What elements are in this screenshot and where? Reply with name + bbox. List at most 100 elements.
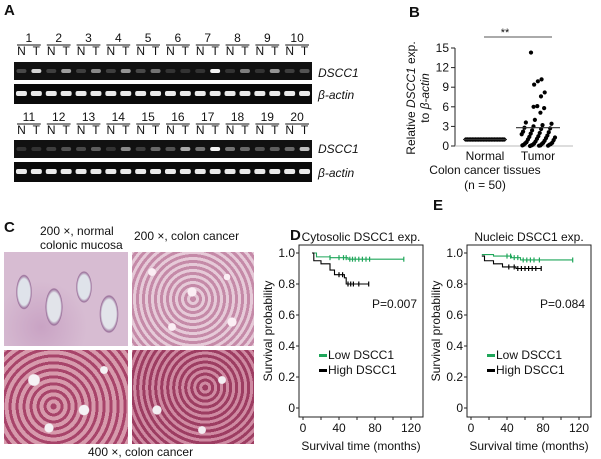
b-y-tick-label: 3 bbox=[442, 119, 449, 133]
actin-band bbox=[224, 91, 236, 96]
dscc1-band bbox=[31, 147, 42, 151]
legend-label: High DSCC1 bbox=[496, 363, 565, 377]
actin-band bbox=[254, 91, 266, 96]
b-data-point bbox=[546, 130, 551, 135]
dscc1-band bbox=[180, 147, 191, 151]
lane-label-t: T bbox=[122, 44, 130, 58]
sample-number: 6 bbox=[175, 31, 182, 45]
b-data-point bbox=[528, 50, 534, 55]
sample-number: 20 bbox=[290, 110, 304, 124]
x-axis-title: Survival time (months) bbox=[301, 439, 420, 453]
dscc1-band bbox=[165, 69, 176, 73]
lane-label-n: N bbox=[256, 123, 265, 137]
sample-number: 12 bbox=[52, 110, 66, 124]
dscc1-band bbox=[195, 69, 206, 73]
actin-band bbox=[164, 169, 176, 174]
lane-label-n: N bbox=[77, 123, 86, 137]
lane-label-t: T bbox=[62, 44, 70, 58]
b-ylabel-line2: to β-actin bbox=[418, 73, 432, 123]
actin-band bbox=[179, 91, 191, 96]
dscc1-band bbox=[120, 69, 131, 73]
actin-band bbox=[90, 169, 102, 174]
km-curve-low bbox=[481, 254, 573, 261]
lane-label-n: N bbox=[285, 123, 294, 137]
actin-band bbox=[284, 169, 296, 174]
actin-band bbox=[135, 91, 147, 96]
actin-band bbox=[194, 169, 206, 174]
lane-label-t: T bbox=[33, 123, 41, 137]
y-tick-label: 1.0 bbox=[446, 246, 463, 260]
panel-label-d: D bbox=[290, 227, 301, 244]
lane-label-t: T bbox=[271, 123, 279, 137]
actin-band bbox=[30, 91, 42, 96]
dscc1-band bbox=[135, 69, 146, 73]
b-data-point bbox=[542, 106, 547, 111]
y-tick-label: 0.6 bbox=[446, 308, 463, 322]
histology-colon-cancer-400x-left bbox=[4, 350, 128, 444]
lane-label-n: N bbox=[196, 123, 205, 137]
b-data-point bbox=[542, 90, 547, 95]
x-tick-label: 80 bbox=[536, 421, 550, 435]
lane-label-t: T bbox=[62, 123, 70, 137]
lane-label-t: T bbox=[122, 123, 130, 137]
panel-b-chart: 0 3 6 9 12 15 Normal Tumor bbox=[436, 36, 573, 163]
sample-number: 8 bbox=[234, 31, 241, 45]
gel-beta-actin bbox=[14, 84, 312, 104]
y-axis-title: Survival probability bbox=[261, 281, 275, 382]
lane-label-n: N bbox=[256, 44, 265, 58]
b-y-tick-label: 12 bbox=[436, 61, 450, 75]
actin-band bbox=[299, 91, 311, 96]
lane-label-n: N bbox=[196, 44, 205, 58]
plot-title: Nucleic DSCC1 exp. bbox=[474, 230, 583, 244]
b-data-point bbox=[549, 121, 554, 126]
lane-label-n: N bbox=[136, 44, 145, 58]
dscc1-band bbox=[269, 69, 280, 73]
b-data-point bbox=[537, 130, 542, 136]
gene-label-row1: DSCC1 bbox=[318, 66, 359, 80]
gel-beta-actin bbox=[14, 162, 312, 182]
lane-label-t: T bbox=[92, 123, 100, 137]
actin-band bbox=[164, 91, 176, 96]
actin-band bbox=[105, 169, 117, 174]
legend-swatch bbox=[487, 354, 495, 357]
plot-title: Cytosolic DSCC1 exp. bbox=[302, 230, 421, 244]
dscc1-band bbox=[195, 147, 206, 151]
y-tick-label: 0.8 bbox=[446, 277, 463, 291]
b-data-point bbox=[545, 143, 551, 148]
dscc1-band bbox=[90, 69, 101, 73]
lane-label-n: N bbox=[166, 44, 175, 58]
panel-label-c: C bbox=[4, 219, 15, 236]
dscc1-band bbox=[150, 69, 161, 73]
actin-band bbox=[120, 169, 132, 174]
b-x-tick-label: Tumor bbox=[521, 149, 555, 163]
dscc1-band bbox=[284, 69, 295, 73]
lane-label-n: N bbox=[226, 44, 235, 58]
dscc1-band bbox=[105, 69, 116, 73]
b-y-tick-label: 0 bbox=[442, 139, 449, 153]
lane-label-n: N bbox=[17, 44, 26, 58]
sample-number: 17 bbox=[201, 110, 215, 124]
sample-number: 10 bbox=[290, 31, 304, 45]
dscc1-band bbox=[16, 147, 27, 151]
b-data-point bbox=[538, 110, 543, 115]
dscc1-band bbox=[254, 69, 265, 73]
gene-label-row2: DSCC1 bbox=[318, 142, 359, 156]
control-label-row2: β-actin bbox=[317, 166, 355, 180]
actin-band bbox=[120, 91, 132, 96]
lane-label-t: T bbox=[211, 123, 219, 137]
caption-normal-line2: colonic mucosa bbox=[40, 238, 123, 252]
b-data-point bbox=[530, 128, 535, 133]
dscc1-band bbox=[239, 147, 250, 151]
dscc1-band bbox=[46, 147, 57, 151]
b-data-point bbox=[532, 82, 537, 87]
actin-band bbox=[105, 91, 117, 96]
x-tick-label: 120 bbox=[569, 421, 589, 435]
legend-swatch bbox=[487, 369, 495, 372]
dscc1-band bbox=[269, 147, 280, 151]
dscc1-band bbox=[165, 147, 176, 151]
legend-label: High DSCC1 bbox=[328, 363, 397, 377]
y-tick-label: 0.8 bbox=[278, 277, 295, 291]
panel-label-b: B bbox=[409, 4, 420, 21]
caption-normal-line1: 200 ×, normal bbox=[40, 224, 114, 238]
dscc1-band bbox=[16, 69, 27, 73]
